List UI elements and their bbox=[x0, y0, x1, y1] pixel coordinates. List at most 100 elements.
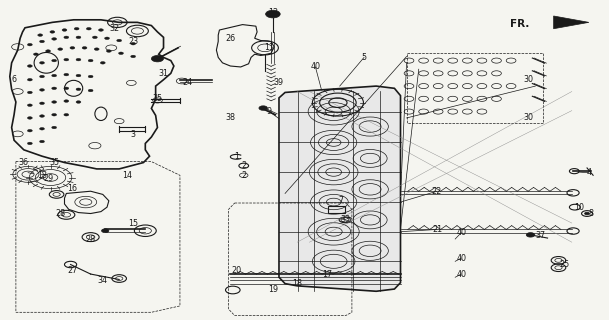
Circle shape bbox=[52, 101, 57, 103]
Circle shape bbox=[52, 126, 57, 129]
Text: 11: 11 bbox=[264, 43, 274, 52]
Circle shape bbox=[585, 212, 590, 215]
Circle shape bbox=[266, 10, 280, 18]
Circle shape bbox=[152, 55, 164, 62]
Circle shape bbox=[40, 102, 44, 105]
Circle shape bbox=[27, 91, 32, 94]
Circle shape bbox=[52, 38, 57, 40]
Circle shape bbox=[76, 58, 81, 61]
Circle shape bbox=[131, 43, 136, 45]
Circle shape bbox=[64, 114, 69, 116]
Circle shape bbox=[52, 59, 57, 62]
Circle shape bbox=[62, 29, 67, 31]
Circle shape bbox=[76, 36, 81, 39]
Text: 13: 13 bbox=[37, 171, 47, 180]
Text: 8: 8 bbox=[589, 209, 594, 218]
Text: 20: 20 bbox=[231, 266, 242, 276]
Text: 3: 3 bbox=[131, 130, 136, 139]
Text: 40: 40 bbox=[311, 62, 320, 71]
Circle shape bbox=[70, 47, 75, 49]
Circle shape bbox=[27, 78, 32, 81]
Text: 30: 30 bbox=[523, 114, 533, 123]
Text: 39: 39 bbox=[274, 78, 284, 87]
Text: FR.: FR. bbox=[510, 19, 529, 28]
Circle shape bbox=[76, 101, 81, 103]
Circle shape bbox=[46, 50, 51, 52]
Circle shape bbox=[27, 65, 32, 67]
Circle shape bbox=[27, 44, 32, 46]
Circle shape bbox=[82, 47, 87, 49]
Circle shape bbox=[40, 61, 44, 64]
Text: 6: 6 bbox=[12, 75, 16, 84]
Circle shape bbox=[117, 39, 122, 42]
Circle shape bbox=[74, 28, 79, 30]
Circle shape bbox=[33, 53, 38, 55]
Text: 21: 21 bbox=[432, 225, 442, 234]
Text: 37: 37 bbox=[535, 231, 545, 240]
Circle shape bbox=[76, 88, 81, 91]
Text: 12: 12 bbox=[268, 8, 278, 17]
Text: 5: 5 bbox=[362, 53, 367, 62]
Circle shape bbox=[119, 52, 124, 54]
Text: 31: 31 bbox=[158, 69, 169, 78]
Text: 22: 22 bbox=[432, 187, 442, 196]
Circle shape bbox=[86, 28, 91, 30]
Text: 28: 28 bbox=[85, 235, 96, 244]
Circle shape bbox=[40, 89, 44, 91]
Circle shape bbox=[27, 129, 32, 132]
Polygon shape bbox=[554, 16, 589, 29]
Circle shape bbox=[64, 73, 69, 76]
Text: 4: 4 bbox=[586, 168, 591, 177]
Circle shape bbox=[64, 100, 69, 102]
Circle shape bbox=[131, 55, 136, 58]
Text: 34: 34 bbox=[98, 276, 108, 285]
Circle shape bbox=[88, 75, 93, 78]
Circle shape bbox=[27, 117, 32, 119]
Text: 28: 28 bbox=[55, 209, 65, 218]
Circle shape bbox=[64, 58, 69, 61]
Polygon shape bbox=[279, 86, 401, 291]
Circle shape bbox=[107, 50, 111, 52]
Circle shape bbox=[27, 104, 32, 107]
Text: 40: 40 bbox=[456, 269, 466, 279]
Circle shape bbox=[259, 106, 267, 110]
Circle shape bbox=[64, 36, 69, 39]
Text: 27: 27 bbox=[67, 266, 77, 276]
Text: 23: 23 bbox=[128, 37, 138, 46]
Text: 2: 2 bbox=[241, 161, 246, 170]
Circle shape bbox=[76, 74, 81, 77]
Circle shape bbox=[99, 29, 104, 31]
Circle shape bbox=[64, 87, 69, 90]
Circle shape bbox=[52, 114, 57, 116]
Bar bbox=[328, 206, 345, 213]
Text: 35: 35 bbox=[152, 94, 163, 103]
Text: 40: 40 bbox=[456, 228, 466, 237]
Circle shape bbox=[52, 87, 57, 90]
Circle shape bbox=[38, 34, 43, 36]
Circle shape bbox=[27, 142, 32, 145]
Text: 25: 25 bbox=[560, 260, 569, 269]
Text: 38: 38 bbox=[225, 114, 235, 123]
Circle shape bbox=[93, 36, 97, 39]
Text: 29: 29 bbox=[43, 174, 53, 183]
Text: 40: 40 bbox=[456, 254, 466, 263]
Text: 24: 24 bbox=[183, 78, 193, 87]
Text: 14: 14 bbox=[122, 171, 132, 180]
Text: 26: 26 bbox=[225, 34, 236, 43]
Text: 7: 7 bbox=[339, 196, 343, 205]
Text: 33: 33 bbox=[341, 215, 351, 224]
Text: 32: 32 bbox=[110, 24, 120, 33]
Circle shape bbox=[105, 37, 110, 40]
Text: 1: 1 bbox=[234, 152, 239, 161]
Circle shape bbox=[88, 59, 93, 62]
Circle shape bbox=[94, 48, 99, 50]
Circle shape bbox=[58, 48, 63, 50]
Text: 15: 15 bbox=[128, 219, 138, 228]
Text: 2: 2 bbox=[241, 171, 246, 180]
Circle shape bbox=[102, 229, 109, 233]
Circle shape bbox=[40, 127, 44, 130]
Text: 9: 9 bbox=[267, 107, 272, 116]
Circle shape bbox=[88, 89, 93, 92]
Circle shape bbox=[40, 115, 44, 117]
Circle shape bbox=[526, 233, 535, 237]
